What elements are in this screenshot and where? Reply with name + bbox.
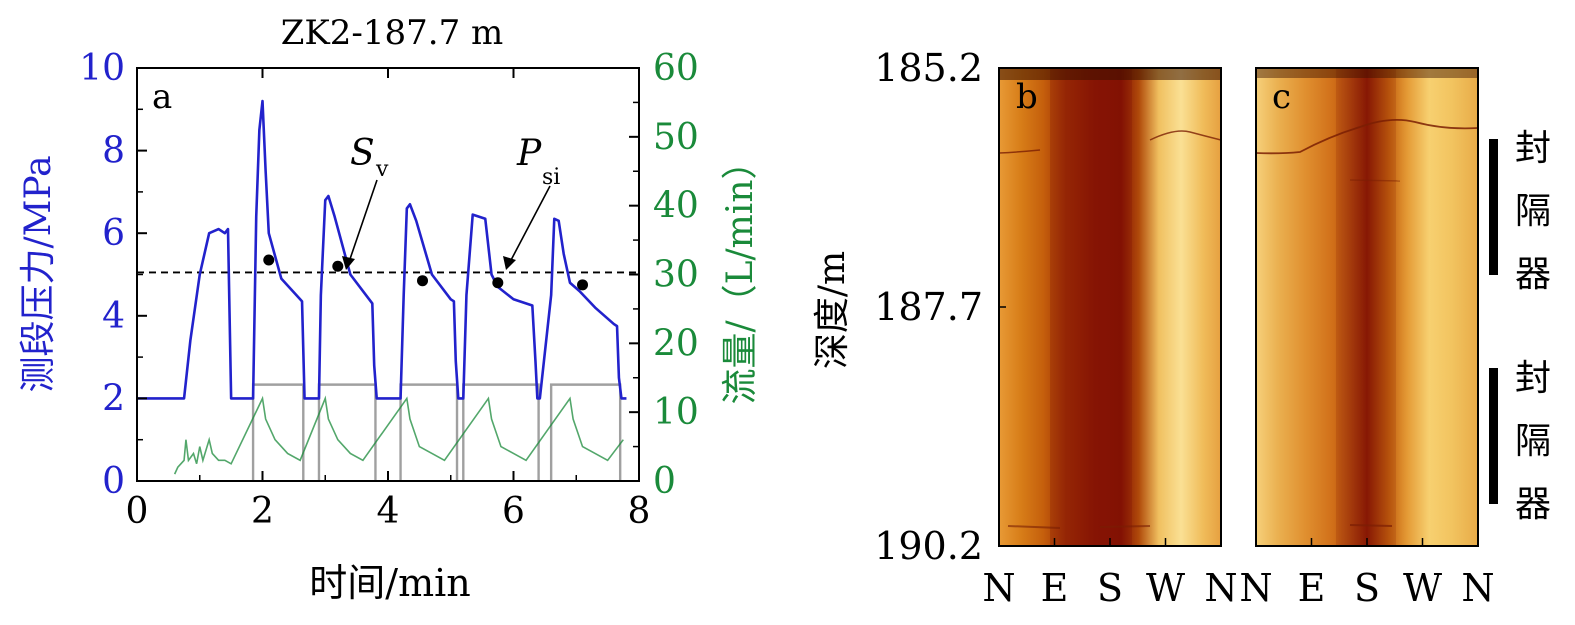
annotation-psi-main: P (516, 133, 542, 174)
heatmap-b-fill (999, 68, 1221, 546)
flow-rate-series (173, 395, 624, 475)
annotation-sv-arrowhead (342, 256, 355, 270)
y-tick-label-right-0: 0 (653, 461, 676, 502)
y-axis-b: 185.2 187.7 190.2 (874, 46, 1263, 568)
y-tick-label-right-1: 10 (653, 392, 699, 433)
x-axis-label: 时间/min (309, 561, 470, 605)
pressure-series (137, 99, 627, 400)
annotation-sv-sub: v (375, 157, 389, 182)
y-tick-label-left-3: 6 (102, 213, 125, 254)
x-tick-label-a-0: 0 (126, 491, 149, 532)
annotation-psi-arrowhead (503, 256, 516, 270)
x-axis-c-label-4: N (1461, 566, 1494, 610)
annotation-sv-main: S (350, 133, 375, 174)
y-tick-label-left-0: 0 (102, 461, 125, 502)
y-tick-label-left-4: 8 (102, 131, 125, 172)
y-tick-label-right-4: 40 (653, 186, 699, 227)
y-tick-label-b-1: 187.7 (874, 285, 983, 329)
packer-label-upper-line3: 器 (1515, 254, 1551, 295)
y-axis-right: 0 10 20 30 40 50 60 (629, 48, 699, 502)
heatmap-c-bottom-trace (1349, 524, 1393, 527)
annotation-psi-sub: si (542, 165, 560, 190)
flow-grey-pulse-4 (549, 383, 622, 481)
x-axis-b-label-2: S (1097, 566, 1123, 610)
annotation-sv: S v (342, 133, 389, 270)
marker-points (263, 254, 589, 291)
flow-grey-pulse-3 (462, 383, 540, 481)
x-tick-label-a-2: 4 (377, 491, 400, 532)
y-tick-label-left-2: 4 (102, 296, 125, 337)
x-axis-c-label-3: W (1403, 566, 1442, 610)
marker-point-3 (492, 277, 504, 289)
panel-label-a: a (152, 77, 172, 117)
y-tick-label-right-2: 20 (653, 323, 699, 364)
y-tick-label-left-1: 2 (102, 378, 125, 419)
packer-label-upper-line1: 封 (1515, 128, 1551, 169)
flow-grey-pulse-2 (399, 383, 459, 481)
annotation-sv-arrow (348, 179, 378, 263)
y-axis-label-b: 深度/m (812, 251, 853, 369)
plot-area-a (137, 99, 639, 481)
y-axis-left: 0 2 4 6 8 10 (79, 48, 147, 502)
flow-rate-line (173, 395, 624, 475)
heatmap-c (1256, 68, 1478, 546)
annotation-psi: P si (503, 133, 560, 270)
y-tick-label-right-6: 60 (653, 48, 699, 89)
pressure-line (137, 99, 627, 400)
x-axis-c-label-1: E (1298, 566, 1326, 610)
panel-label-c: c (1272, 77, 1291, 117)
packer-label-upper: 封 隔 器 (1515, 128, 1551, 295)
heatmap-c-topedge (1256, 68, 1478, 78)
x-axis-b-label-1: E (1041, 566, 1069, 610)
heatmap-b (999, 68, 1221, 546)
y-axis-label-right: 流量/（L/min） (720, 143, 761, 404)
heatmap-b-band (1050, 68, 1132, 546)
marker-point-4 (577, 279, 589, 291)
y-tick-label-right-5: 50 (653, 117, 699, 158)
marker-point-1 (332, 260, 344, 272)
y-tick-label-b-0: 185.2 (874, 46, 983, 90)
marker-point-2 (417, 275, 429, 287)
y-tick-label-left-5: 10 (79, 48, 125, 89)
heatmap-c-fill (1256, 68, 1478, 546)
packer-label-lower-line2: 隔 (1515, 421, 1551, 462)
heatmap-b-fracture (999, 130, 1221, 154)
annotation-psi-arrow (509, 185, 551, 263)
flow-grey-pulse-1 (317, 383, 377, 481)
panel-label-b: b (1016, 77, 1038, 117)
heatmap-c-trace (1349, 179, 1401, 182)
y-axis-label-left: 测段压力/MPa (18, 155, 59, 392)
x-axis-b-label-4: N (1204, 566, 1237, 610)
packer-label-lower-line1: 封 (1515, 358, 1551, 399)
packer-label-upper-line2: 隔 (1515, 191, 1551, 232)
x-tick-label-a-3: 6 (502, 491, 525, 532)
plot-frame-a (136, 67, 640, 482)
x-axis-a: 0 2 4 6 8 (126, 68, 651, 532)
packer-label-lower-line3: 器 (1515, 484, 1551, 525)
x-axis-b-label-0: N (982, 566, 1015, 610)
heatmap-b-bottom-trace (1007, 525, 1151, 529)
flow-grey-pulse-0 (251, 383, 305, 481)
heatmap-c-band (1336, 68, 1396, 546)
packer-bar-upper (1489, 139, 1498, 275)
chart-title: ZK2-187.7 m (281, 13, 504, 53)
packer-bar-lower (1489, 368, 1498, 504)
heatmap-b-topedge (999, 68, 1221, 80)
x-axis-b-label-3: W (1146, 566, 1185, 610)
x-axis-c-label-2: S (1354, 566, 1380, 610)
y-tick-label-right-3: 30 (653, 255, 699, 296)
heatmap-c-fracture (1256, 118, 1478, 155)
x-tick-label-a-4: 8 (628, 491, 651, 532)
panel-a: ZK2-187.7 m a 0 2 4 6 8 0 2 4 6 8 10 0 10 20 30 40 50 6… (18, 13, 761, 605)
marker-point-0 (263, 254, 275, 266)
y-tick-label-b-2: 190.2 (874, 524, 983, 568)
x-axis-c-label-0: N (1239, 566, 1272, 610)
x-tick-label-a-1: 2 (251, 491, 274, 532)
packer-label-lower: 封 隔 器 (1515, 358, 1551, 525)
